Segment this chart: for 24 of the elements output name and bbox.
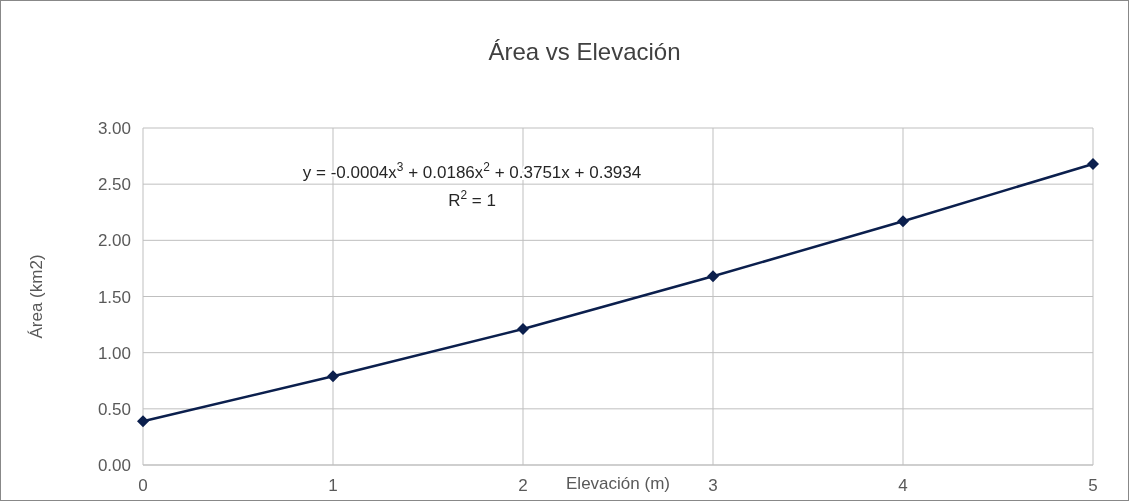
y-tick-label: 2.00 [97,231,131,251]
point [327,370,339,383]
annotation: R$^{2}$ = 1 [448,188,496,210]
y-tick-label: 0.00 [97,456,131,475]
annotation: y = -0.0004x$^{3}$ + 0.0186x$^{2}$ + 0.3751x + 0.3934 [302,160,642,182]
x-tick-label: 0 [138,476,148,495]
chart-title: Área vs Elevación [488,38,681,65]
y-tick-label: 1.00 [97,343,131,363]
y-tick-label: 3.00 [97,119,131,138]
point [897,215,909,228]
x-axis-title: Elevación (m) [566,474,670,493]
x-tick-label: 1 [328,476,338,495]
y-axis-title: Área (km2) [27,254,46,339]
point [517,323,529,336]
point [137,415,149,428]
x-tick-label: 5 [1088,476,1098,495]
x-tick-label: 4 [898,476,908,495]
y-tick-label: 0.50 [97,399,131,419]
point [1087,157,1099,170]
x-tick-label: 3 [708,476,718,495]
x-tick-label: 2 [518,476,528,495]
y-tick-label: 2.50 [97,175,131,195]
point [707,270,719,283]
y-tick-label: 1.50 [97,287,131,307]
